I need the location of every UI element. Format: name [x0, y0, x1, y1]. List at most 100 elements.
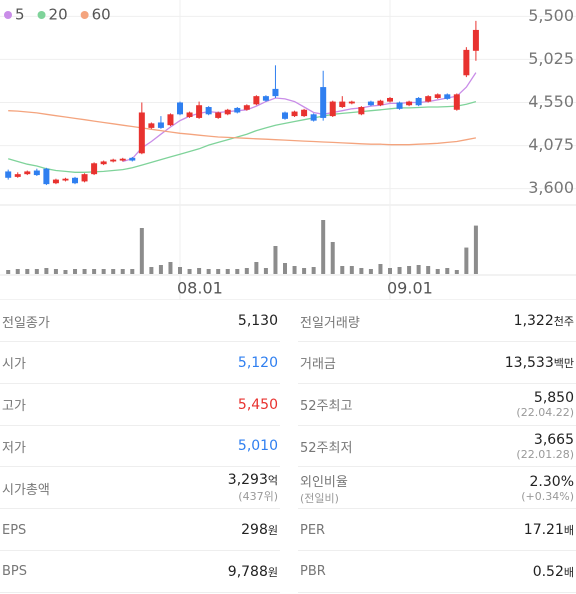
stats-row: 거래금 13,533백만 — [298, 342, 576, 384]
stats-value-line: 0.52배 — [533, 564, 574, 580]
stats-value-cell: 3,665 (22.01.28) — [516, 425, 574, 467]
legend-dot — [80, 11, 89, 19]
stats-value-cell: 17.21배 — [524, 509, 574, 551]
volume-bar — [359, 268, 364, 274]
stats-row: 저가 5,010 — [0, 425, 280, 468]
volume-bar — [330, 242, 335, 274]
candle-body — [463, 49, 470, 76]
candle-body — [33, 170, 40, 176]
candle-body — [148, 123, 155, 128]
candle-body — [62, 178, 69, 181]
volume-bar — [92, 269, 97, 274]
x-tick-label: 09.01 — [387, 279, 433, 298]
stats-value: 9,788 — [227, 563, 268, 580]
candle-body — [196, 105, 203, 118]
stats-row: 52주최저 3,665 (22.01.28) — [298, 425, 576, 468]
stats-value-cell: 9,788원 — [228, 551, 278, 593]
candle-body — [253, 96, 260, 105]
stats-label-cell: 외인비율 (전일비) — [300, 467, 348, 509]
ma-line — [8, 100, 477, 173]
y-tick-label: 4,550 — [528, 92, 574, 111]
stats-value-line: 17.21배 — [524, 522, 574, 538]
volume-bar — [82, 269, 87, 274]
candle-body — [234, 107, 241, 113]
stats-row: PER 17.21배 — [298, 509, 576, 551]
volume-bar — [416, 265, 421, 274]
stats-label-cell: 고가 — [2, 384, 26, 426]
y-tick-label: 4,075 — [528, 135, 574, 154]
volume-bar — [349, 266, 354, 274]
stats-label: 시가총액 — [2, 482, 50, 498]
stats-value: 5,010 — [237, 438, 278, 455]
stats-label-cell: PBR — [300, 551, 326, 593]
volume-bar — [368, 269, 373, 274]
stats-label: BPS — [2, 564, 28, 580]
candle-body — [52, 179, 59, 184]
candle-body — [453, 94, 460, 110]
legend-label: 20 — [49, 6, 68, 24]
volume-bar — [158, 265, 163, 274]
stats-value-line: 3,293억 — [228, 472, 278, 488]
candle-body — [215, 112, 222, 118]
candle-body — [186, 112, 193, 118]
stats-label-cell: 52주최고 — [300, 384, 352, 426]
stats-label: EPS — [2, 522, 27, 538]
stats-label: PER — [300, 522, 326, 538]
candle-body — [243, 105, 250, 110]
stats-row: 52주최고 5,850 (22.04.22) — [298, 384, 576, 426]
candle-body — [119, 158, 126, 161]
stats-label-sub: (전일비) — [300, 491, 339, 505]
stats-value-cell: 0.52배 — [533, 551, 574, 593]
stats-value-cell: 5,010 — [238, 425, 278, 467]
legend-label: 60 — [92, 6, 111, 24]
stats-label-cell: 시가 — [2, 342, 26, 384]
ma-line — [8, 110, 477, 146]
stats-unit: 억 — [267, 474, 278, 488]
candle-body — [406, 101, 413, 106]
volume-bar — [178, 267, 183, 274]
stats-value-line: 9,788원 — [228, 564, 278, 580]
stats-label-cell: BPS — [2, 551, 27, 593]
candle-body — [339, 101, 346, 108]
candle-body — [262, 96, 269, 101]
stats-sub: (22.04.22) — [516, 406, 574, 420]
volume-bar — [235, 269, 240, 274]
volume-bar — [187, 269, 192, 274]
volume-bar — [340, 266, 345, 274]
stats-value-cell: 5,120 — [238, 342, 278, 384]
stats-row: 시가총액 3,293억 (437위) — [0, 467, 280, 510]
volume-bar — [111, 269, 116, 274]
stats-value-line: 5,130 — [238, 313, 278, 329]
volume-bar — [388, 268, 392, 274]
stats-value-line: 2.30% — [530, 474, 574, 490]
volume-bar — [216, 269, 221, 274]
stats-row: PBR 0.52배 — [298, 551, 576, 593]
volume-bar — [283, 263, 288, 274]
stats-value-line: 13,533백만 — [505, 355, 574, 371]
candle-body — [387, 97, 393, 102]
volume-bar — [254, 262, 259, 274]
stats-row: 시가 5,120 — [0, 342, 280, 384]
candle-body — [358, 107, 365, 115]
volume-bar — [206, 269, 211, 274]
stats-label-cell: 전일거래량 — [300, 300, 360, 342]
volume-bar — [63, 270, 68, 274]
stats-value: 5,120 — [237, 354, 278, 371]
stats-unit: 원 — [267, 524, 278, 537]
volume-bar — [244, 268, 249, 274]
volume-bar — [473, 225, 478, 274]
volume-bar — [273, 246, 278, 274]
stats-label-cell: 시가총액 — [2, 467, 50, 509]
candle-body — [425, 96, 432, 102]
stats-value-line: 298원 — [241, 522, 278, 538]
stats-row: 전일거래량 1,322천주 — [298, 300, 576, 342]
volume-bar — [311, 267, 316, 274]
stats-label: 고가 — [2, 399, 26, 415]
volume-bar — [321, 220, 326, 274]
stats-label-cell: 전일종가 — [2, 300, 50, 342]
stats-row: EPS 298원 — [0, 509, 280, 551]
legend-dot — [4, 11, 12, 19]
candle-body — [24, 171, 31, 175]
volume-bar — [149, 267, 154, 274]
